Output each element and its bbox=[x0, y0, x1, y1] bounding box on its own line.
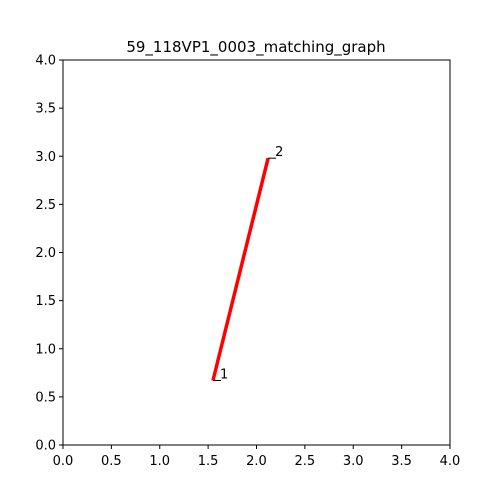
x-tick-label: 1.0 bbox=[149, 454, 170, 469]
x-tick-label: 3.5 bbox=[391, 454, 412, 469]
node-label-1: 1 bbox=[220, 368, 228, 383]
x-tick-label: 3.0 bbox=[343, 454, 364, 469]
edges bbox=[211, 157, 270, 381]
y-tick-label: 0.5 bbox=[35, 390, 56, 405]
x-axis: 0.0 0.5 1.0 1.5 2.0 2.5 3.0 3.5 4.0 bbox=[53, 445, 461, 469]
x-tick-label: 0.5 bbox=[101, 454, 122, 469]
x-tick-label: 0.0 bbox=[53, 454, 74, 469]
edge-1-2 bbox=[211, 157, 270, 381]
y-tick-label: 1.5 bbox=[35, 294, 56, 309]
y-tick-label: 4.0 bbox=[35, 54, 56, 69]
y-tick-label: 3.5 bbox=[35, 102, 56, 117]
y-tick-label: 0.0 bbox=[35, 439, 56, 454]
y-axis: 0.0 0.5 1.0 1.5 2.0 2.5 3.0 3.5 4.0 bbox=[35, 54, 63, 454]
x-tick-label: 2.5 bbox=[295, 454, 316, 469]
x-tick-label: 4.0 bbox=[440, 454, 461, 469]
node-label-2: 2 bbox=[275, 145, 283, 160]
y-tick-label: 2.0 bbox=[35, 246, 56, 261]
nodes: 12 bbox=[212, 145, 283, 383]
x-tick-label: 2.0 bbox=[246, 454, 267, 469]
y-tick-label: 2.5 bbox=[35, 198, 56, 213]
chart-title: 59_118VP1_0003_matching_graph bbox=[126, 38, 385, 57]
y-tick-label: 3.0 bbox=[35, 150, 56, 165]
x-tick-label: 1.5 bbox=[198, 454, 219, 469]
y-tick-label: 1.0 bbox=[35, 342, 56, 357]
plot-area bbox=[62, 59, 451, 446]
